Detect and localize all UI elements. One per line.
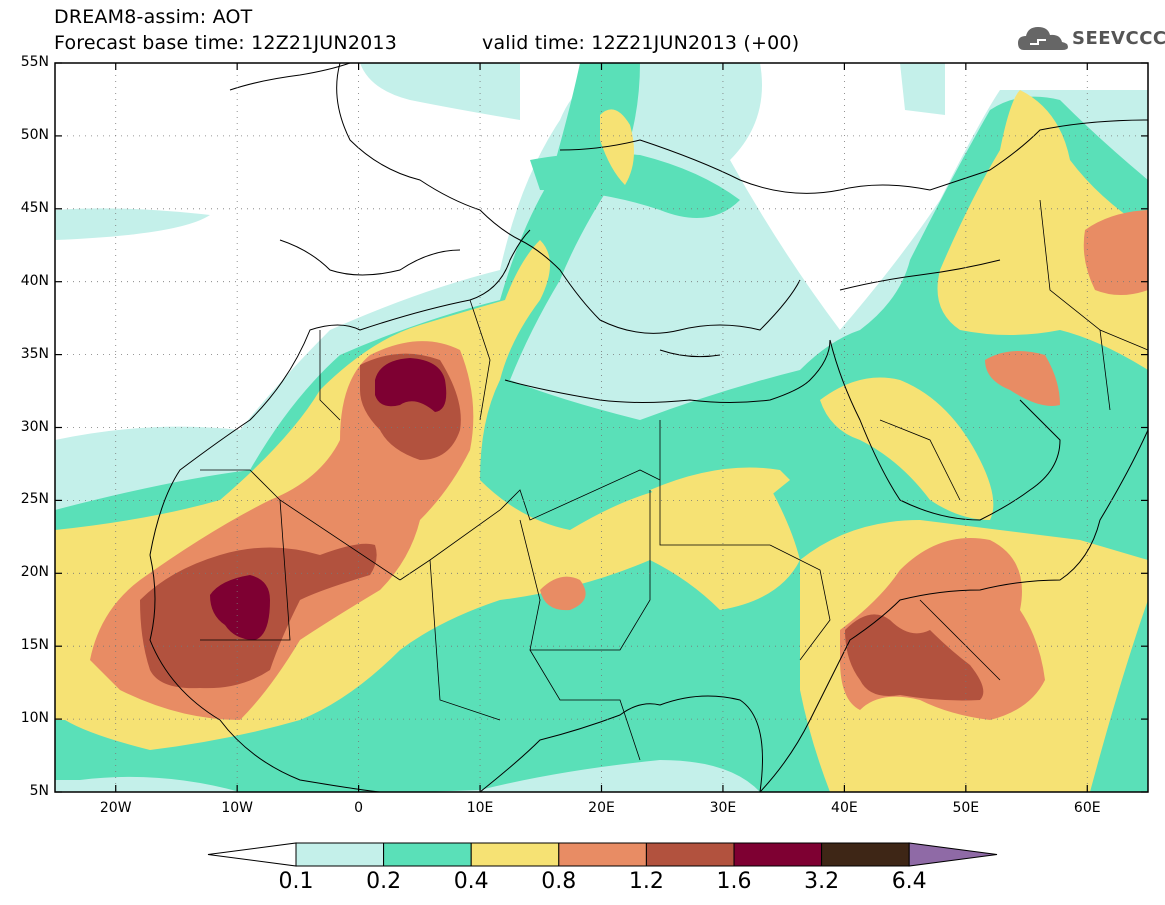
colorbar-label: 1.2 (628, 869, 664, 894)
lat-label: 5N (29, 783, 49, 799)
lat-label: 25N (20, 491, 49, 508)
colorbar-segment (558, 842, 647, 867)
lat-label: 20N (20, 564, 49, 581)
colorbar-label: 0.4 (453, 869, 489, 894)
lat-label: 15N (20, 637, 49, 654)
colorbar-segment (470, 842, 560, 867)
lat-label: 30N (20, 418, 49, 435)
colorbar-segment (645, 842, 735, 867)
lat-label: 50N (20, 126, 49, 143)
lat-label: 35N (20, 345, 49, 362)
seevccc-logo: SEEVCCC (1016, 22, 1165, 56)
lon-label: 10E (466, 800, 494, 816)
map-title: DREAM8-assim: AOT (54, 6, 253, 28)
axis-ticks (55, 62, 1148, 793)
colorbar-label: 0.2 (366, 869, 402, 894)
colorbar-label: 0.8 (541, 869, 577, 894)
logo-text: SEEVCCC (1072, 28, 1165, 49)
country-borders (200, 199, 1148, 761)
valid-time: valid time: 12Z21JUN2013 (+00) (482, 32, 800, 54)
lon-label: 20E (588, 800, 615, 816)
cloud-icon (1018, 27, 1068, 50)
lon-label: 0 (354, 800, 364, 816)
colorbar-label: 1.6 (716, 869, 752, 894)
lon-label: 10W (221, 800, 253, 816)
lon-label: 20W (99, 800, 132, 816)
colorbar-label: 6.4 (891, 869, 927, 894)
colorbar-label: 3.2 (804, 869, 840, 894)
aot-level-1.6 (210, 358, 447, 640)
colorbar-segment (821, 842, 910, 867)
colorbar (207, 842, 998, 867)
lon-label: 40E (831, 800, 858, 816)
colorbar-segment (383, 842, 472, 867)
lat-label: 45N (20, 199, 49, 216)
lon-label: 50E (952, 800, 980, 816)
colorbar-under-triangle (207, 842, 297, 867)
lon-label: 60E (1073, 800, 1101, 816)
lat-label: 40N (20, 272, 49, 289)
lon-label: 30E (709, 800, 737, 816)
forecast-base-time: Forecast base time: 12Z21JUN2013 (54, 32, 397, 54)
coastlines (149, 63, 1148, 792)
aot-contour-fields (55, 63, 1148, 792)
lat-label: 10N (20, 710, 49, 727)
colorbar-label: 0.1 (278, 869, 314, 894)
colorbar-segment (733, 842, 823, 867)
graticule (55, 63, 1148, 792)
colorbar-segment (295, 842, 385, 867)
colorbar-over-triangle (908, 842, 998, 867)
lat-label: 55N (20, 54, 49, 70)
